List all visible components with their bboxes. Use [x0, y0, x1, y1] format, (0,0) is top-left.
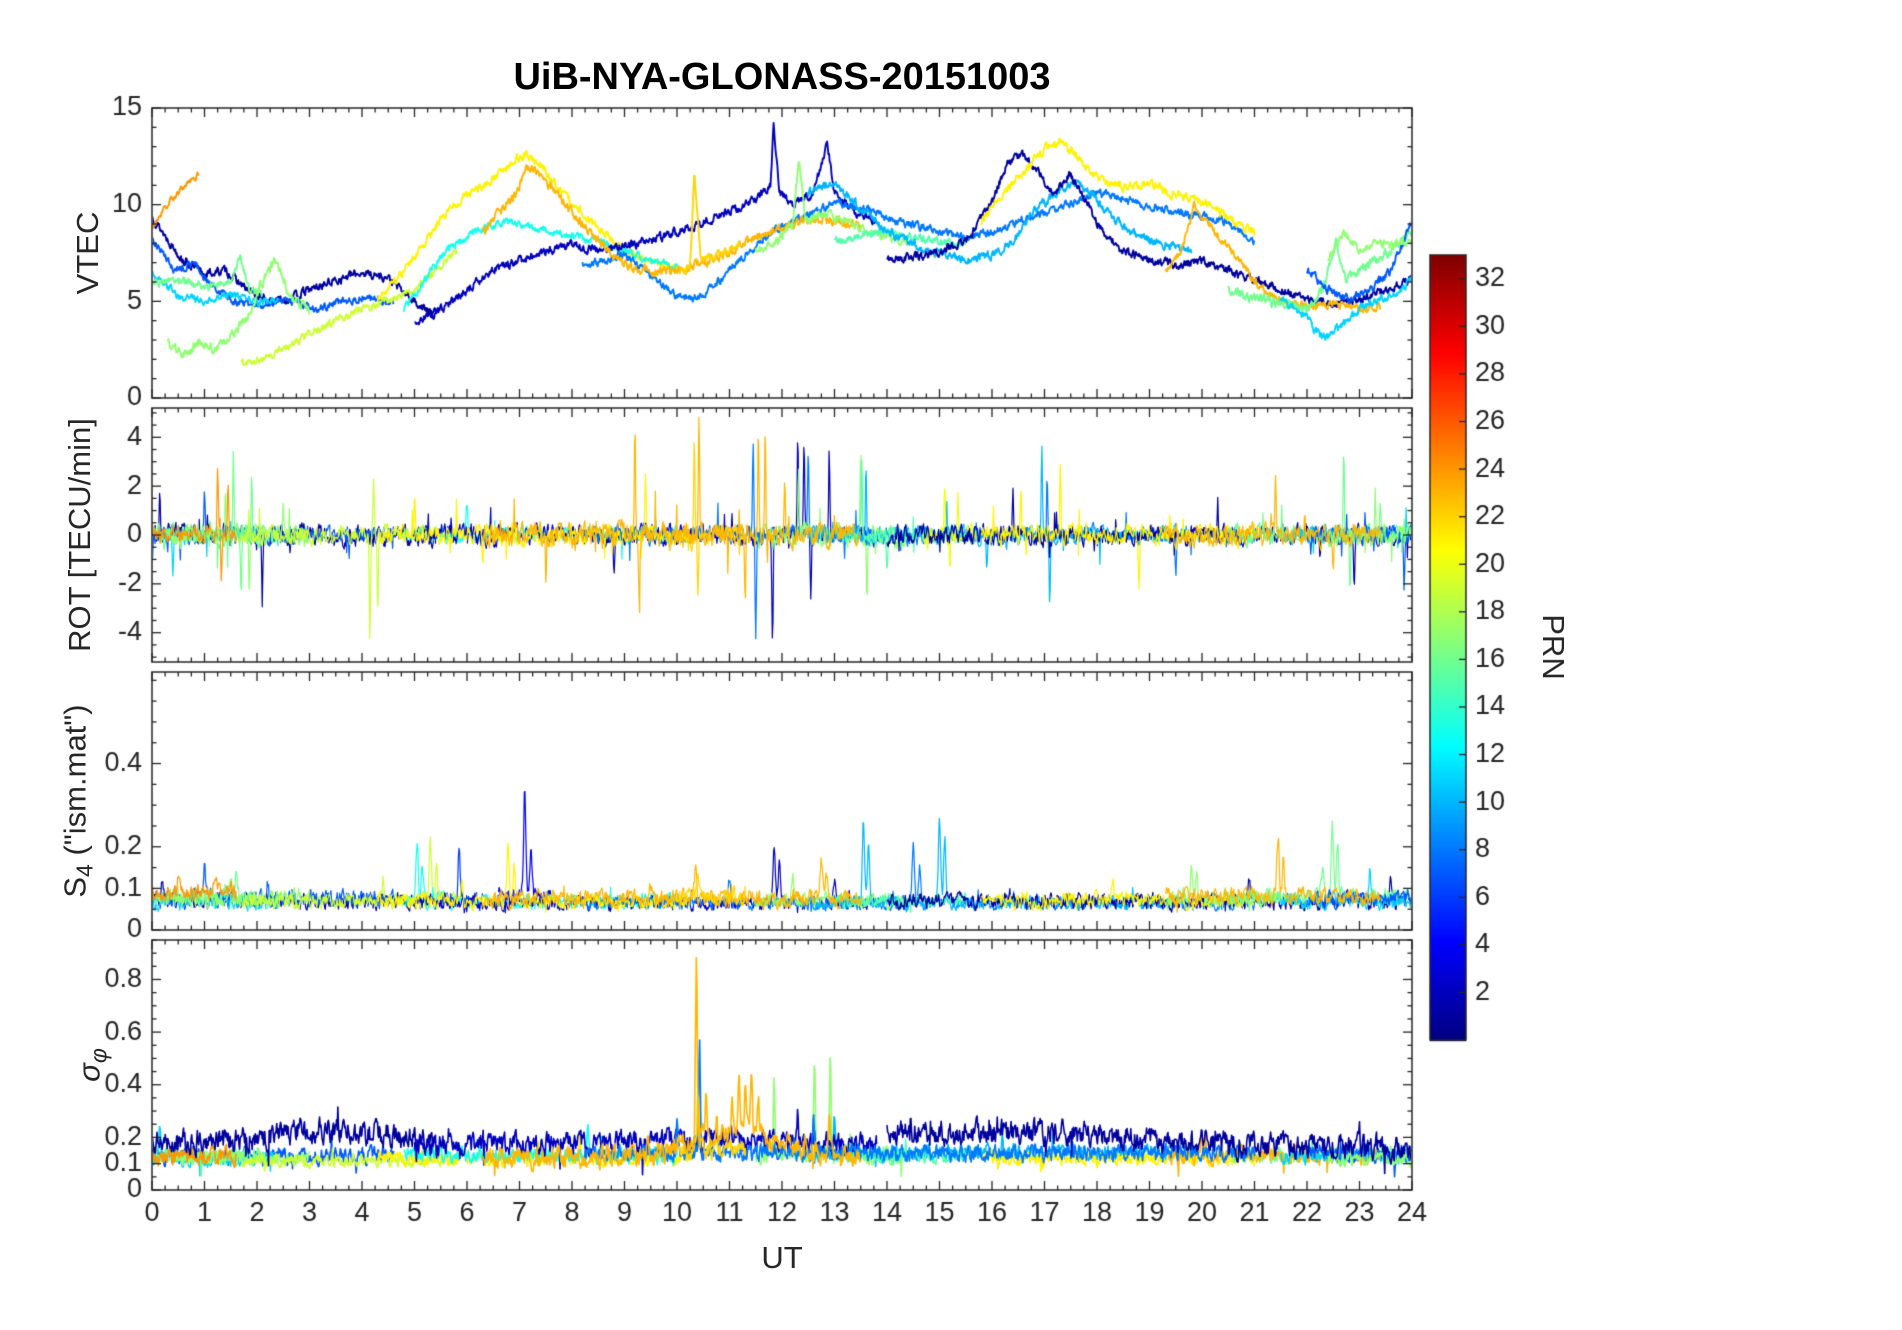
y-axis-label-s4: S4 ("ism.mat") — [57, 704, 98, 897]
y-axis-label-sigma-phi: σφ — [71, 1048, 112, 1082]
y-axis-label-s4-sub: 4 — [71, 864, 98, 877]
colorbar-label: PRN — [1536, 614, 1571, 680]
y-axis-label-s4-main: S — [57, 876, 93, 898]
y-axis-label-vtec-text: VTEC — [70, 211, 105, 295]
chart-title: UiB-NYA-GLONASS-20151003 — [513, 56, 1051, 98]
y-axis-label-phi-sub: φ — [85, 1048, 112, 1064]
y-axis-label-s4-post: ("ism.mat") — [57, 704, 93, 865]
x-axis-label: UT — [761, 1240, 803, 1275]
y-axis-label-vtec: VTEC — [70, 212, 106, 295]
y-axis-label-sigma: σ — [71, 1063, 107, 1082]
y-axis-label-rot-text: ROT [TECU/min] — [62, 418, 97, 652]
y-axis-label-rot: ROT [TECU/min] — [62, 418, 98, 652]
